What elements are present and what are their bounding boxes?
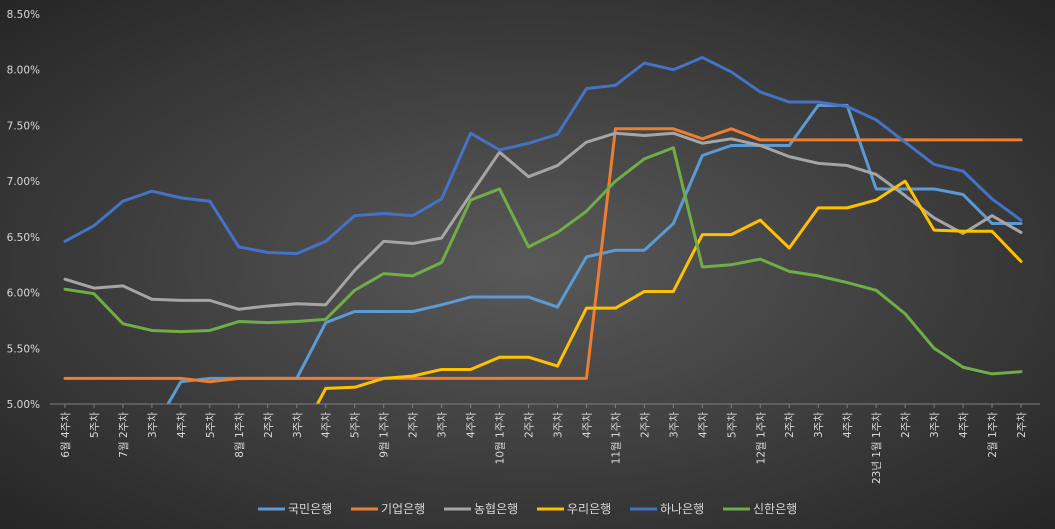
x-tick-label: 4주차	[581, 412, 593, 438]
x-tick-label: 2주차	[784, 412, 796, 438]
x-tick-label: 4주차	[176, 412, 188, 438]
x-tick-label: 12월 1주차	[755, 412, 767, 465]
x-tick-label: 4주차	[466, 412, 478, 438]
x-tick-label: 2월 1주차	[987, 412, 999, 458]
x-tick-label: 3주차	[437, 412, 449, 438]
x-tick-label: 23년 1월 1주차	[871, 412, 883, 484]
x-tick-label: 5주차	[726, 412, 738, 438]
x-tick-label: 5주차	[350, 412, 362, 438]
x-tick-label: 4주차	[958, 412, 970, 438]
x-tick-label: 8월 1주차	[234, 412, 246, 458]
y-tick-label: 6.50%	[7, 232, 40, 244]
x-tick-label: 9월 1주차	[379, 412, 391, 458]
plot-area	[63, 55, 1023, 404]
x-tick-label: 3주차	[552, 412, 564, 438]
legend-label: 국민은행	[288, 501, 332, 516]
x-tick-label: 4주차	[321, 412, 333, 438]
series-line	[166, 103, 1023, 404]
x-tick-label: 4주차	[842, 412, 854, 438]
x-tick-label: 4주차	[697, 412, 709, 438]
x-tick-label: 3주차	[668, 412, 680, 438]
y-tick-label: 6.00%	[7, 288, 40, 300]
x-tick-label: 11월 1주차	[610, 412, 622, 465]
series-line	[63, 131, 1023, 311]
x-tick-label: 2주차	[263, 412, 275, 438]
x-tick-label: 3주차	[929, 412, 941, 438]
y-tick-label: 7.50%	[7, 120, 40, 132]
x-tick-label: 2주차	[900, 412, 912, 438]
x-tick-label: 3주차	[147, 412, 159, 438]
x-tick-label: 3주차	[292, 412, 304, 438]
legend-label: 기업은행	[381, 501, 425, 516]
legend-label: 하나은행	[660, 501, 704, 516]
series-line	[63, 146, 1023, 376]
y-tick-label: 7.00%	[7, 176, 40, 188]
x-tick-label: 2주차	[524, 412, 536, 438]
x-tick-label: 7월 2주차	[118, 412, 130, 458]
x-tick-label: 2주차	[408, 412, 420, 438]
series-line	[63, 55, 1023, 256]
x-tick-label: 5주차	[89, 412, 101, 438]
series-line	[315, 179, 1023, 404]
legend-label: 우리은행	[567, 501, 611, 516]
legend-label: 농협은행	[474, 501, 518, 516]
legend-label: 신한은행	[753, 501, 797, 516]
x-tick-label: 2주차	[1016, 412, 1028, 438]
y-tick-label: 8.50%	[7, 9, 40, 21]
y-tick-label: 5.00%	[7, 399, 40, 411]
x-tick-label: 10월 1주차	[495, 412, 507, 465]
x-tick-label: 2주차	[639, 412, 651, 438]
series-line	[63, 127, 1023, 384]
x-tick-label: 3주차	[813, 412, 825, 438]
y-tick-label: 5.50%	[7, 343, 40, 355]
y-tick-label: 8.00%	[7, 65, 40, 77]
x-tick-label: 6월 4주차	[60, 412, 72, 458]
x-tick-label: 5주차	[205, 412, 217, 438]
